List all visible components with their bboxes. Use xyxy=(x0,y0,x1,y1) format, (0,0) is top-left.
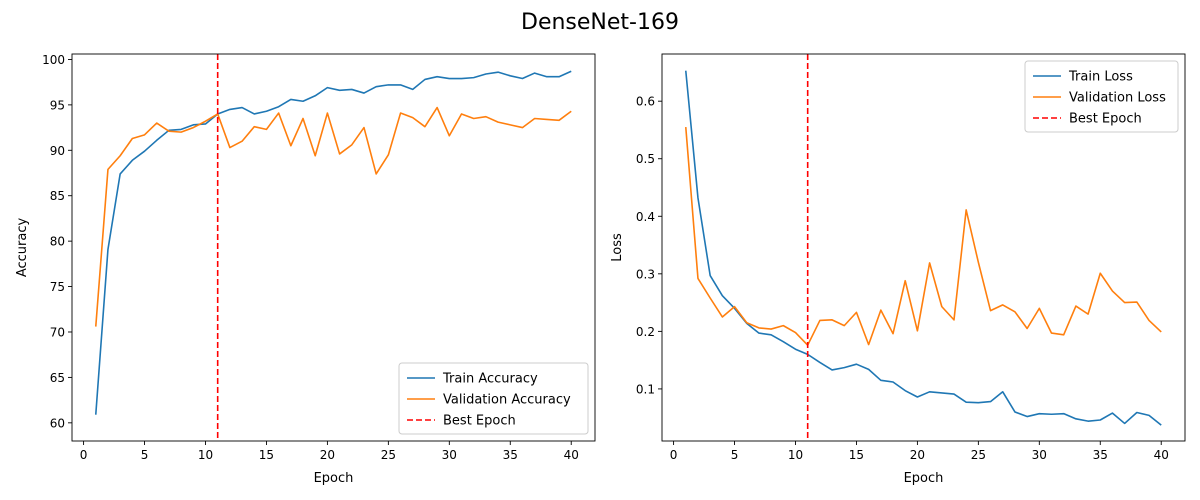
best-epoch-legend-label: Best Epoch xyxy=(1069,112,1142,127)
loss-y-tick-label: 0.4 xyxy=(636,210,655,224)
accuracy-y-tick-label: 65 xyxy=(50,371,65,385)
loss-plot-frame xyxy=(661,53,1186,442)
loss-x-tick-label: 5 xyxy=(731,448,739,462)
accuracy-y-axis-label: Accuracy xyxy=(15,218,30,278)
loss-x-tick-label: 35 xyxy=(1093,448,1108,462)
loss-y-axis-label: Loss xyxy=(610,233,625,262)
accuracy-x-tick-label: 30 xyxy=(442,448,457,462)
loss-y-tick-label: 0.1 xyxy=(636,382,655,396)
validation-loss-legend-label: Validation Loss xyxy=(1069,91,1166,106)
accuracy-y-tick-label: 85 xyxy=(50,189,65,203)
loss-chart: Epoch Loss 0 5 10 15 20 25 30 35 40 0.1 0.2 0.3 0.4 0… xyxy=(610,53,1186,486)
accuracy-y-tick-label: 60 xyxy=(50,416,65,430)
train-loss-line xyxy=(684,70,1162,426)
loss-y-tick-label: 0.3 xyxy=(636,267,655,281)
loss-y-tick-label: 0.2 xyxy=(636,325,655,339)
accuracy-y-tick-label: 90 xyxy=(50,144,65,158)
loss-legend-box xyxy=(1024,60,1179,133)
validation-loss-line xyxy=(684,127,1162,346)
accuracy-legend: Train Accuracy Validation Accuracy Best Ep… xyxy=(398,362,589,435)
accuracy-y-tick-label: 70 xyxy=(50,325,65,339)
accuracy-y-tick-label: 95 xyxy=(50,98,65,112)
train-accuracy-legend-label: Train Accuracy xyxy=(442,372,538,387)
loss-x-tick-label: 30 xyxy=(1032,448,1047,462)
accuracy-plot-frame xyxy=(71,53,596,442)
loss-y-tick-label: 0.6 xyxy=(636,95,655,109)
validation-accuracy-legend-label: Validation Accuracy xyxy=(443,393,571,408)
loss-x-tick-label: 0 xyxy=(670,448,678,462)
accuracy-x-tick-label: 25 xyxy=(381,448,396,462)
validation-accuracy-line xyxy=(94,106,572,327)
train-accuracy-line xyxy=(94,70,572,415)
accuracy-x-tick-label: 20 xyxy=(320,448,335,462)
accuracy-x-tick-label: 35 xyxy=(503,448,518,462)
accuracy-x-tick-label: 0 xyxy=(80,448,88,462)
accuracy-x-tick-label: 15 xyxy=(259,448,274,462)
loss-legend: Train Loss Validation Loss Best Epoch xyxy=(1024,60,1179,133)
figure-title: DenseNet-169 xyxy=(521,10,679,35)
accuracy-x-tick-label: 40 xyxy=(564,448,579,462)
loss-x-tick-label: 10 xyxy=(788,448,803,462)
best-epoch-legend-label: Best Epoch xyxy=(443,414,516,429)
loss-x-tick-label: 40 xyxy=(1154,448,1169,462)
accuracy-y-tick-label: 80 xyxy=(50,235,65,249)
loss-x-tick-label: 25 xyxy=(971,448,986,462)
train-loss-legend-label: Train Loss xyxy=(1068,70,1133,85)
accuracy-x-tick-label: 5 xyxy=(141,448,149,462)
loss-y-tick-label: 0.5 xyxy=(636,152,655,166)
loss-x-tick-label: 15 xyxy=(849,448,864,462)
accuracy-y-tick-label: 75 xyxy=(50,280,65,294)
accuracy-x-tick-label: 10 xyxy=(198,448,213,462)
accuracy-y-tick-label: 100 xyxy=(42,53,65,67)
accuracy-chart: Epoch Accuracy 0 5 10 15 20 25 30 35 40 60 65 70 75 8… xyxy=(15,53,596,486)
accuracy-legend-box xyxy=(398,362,589,435)
loss-x-axis-label: Epoch xyxy=(904,471,944,486)
loss-x-tick-label: 20 xyxy=(910,448,925,462)
accuracy-x-axis-label: Epoch xyxy=(314,471,354,486)
